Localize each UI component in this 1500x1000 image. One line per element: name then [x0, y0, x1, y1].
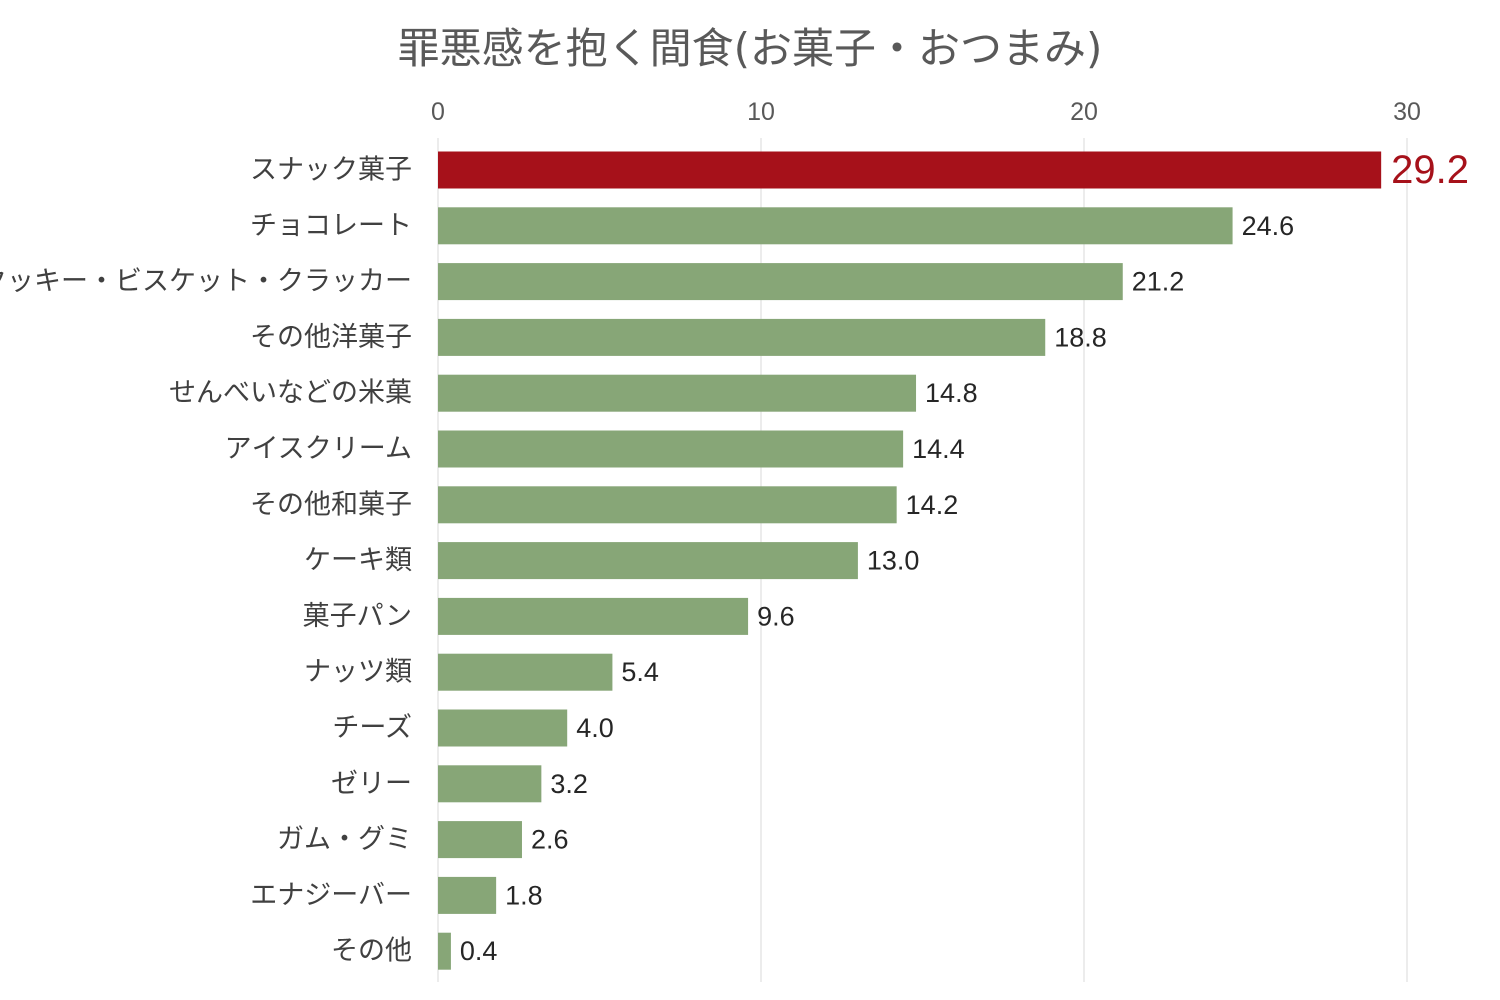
bar: [438, 374, 917, 412]
value-label: 18.8: [1054, 322, 1107, 352]
value-label: 0.4: [460, 936, 498, 966]
category-label: スナック菓子: [250, 155, 412, 186]
category-label: ガム・グミ: [277, 824, 412, 855]
bar: [438, 151, 1382, 189]
bar: [438, 765, 542, 803]
category-label: その他和菓子: [250, 489, 412, 520]
value-label: 5.4: [621, 657, 659, 687]
category-label: 菓子パン: [303, 601, 412, 632]
value-label: 3.2: [550, 769, 588, 799]
category-label: エナジーバー: [250, 880, 412, 911]
category-label: ケーキ類: [304, 545, 412, 576]
value-label: 9.6: [757, 601, 795, 631]
bar: [438, 318, 1046, 356]
value-label: 1.8: [505, 880, 543, 910]
value-labels: 29.2 24.6 21.2 18.8 14.8 14.4 14.2 13.0 9.6 5.44.…: [460, 148, 1469, 966]
category-label: その他洋菓子: [250, 322, 412, 353]
category-label: アイスクリーム: [225, 434, 412, 465]
bar: [438, 653, 613, 691]
category-label: チーズ: [332, 713, 412, 744]
value-label: 13.0: [867, 546, 920, 576]
value-label: 21.2: [1132, 267, 1185, 297]
bar: [438, 486, 897, 524]
x-tick-label: 10: [747, 98, 775, 126]
category-label: その他: [331, 936, 412, 967]
category-label: ナッツ類: [304, 657, 412, 688]
category-label: ゼリー: [331, 768, 412, 799]
category-label: チョコレート: [250, 210, 412, 241]
category-labels: スナック菓子チョコレートクッキー・ビスケット・クラッカーその他洋菓子せんべいなど…: [0, 155, 412, 967]
bar: [438, 207, 1233, 245]
value-label: 29.2: [1391, 148, 1469, 192]
x-tick-label: 30: [1393, 98, 1421, 126]
value-label: 14.4: [912, 434, 965, 464]
bars: [438, 151, 1382, 970]
value-label: 2.6: [531, 825, 569, 855]
value-label: 14.8: [925, 378, 978, 408]
value-label: 4.0: [576, 713, 614, 743]
bar: [438, 821, 522, 859]
value-label: 14.2: [906, 490, 959, 520]
bar: [438, 709, 568, 747]
x-tick-label: 0: [431, 98, 445, 126]
bar: [438, 542, 858, 580]
value-label: 24.6: [1242, 211, 1295, 241]
bar: [438, 932, 451, 970]
x-axis-ticks: 0 10 20 30: [431, 98, 1421, 126]
category-label: クッキー・ビスケット・クラッカー: [0, 266, 412, 297]
bar: [438, 597, 749, 635]
bar: [438, 876, 497, 914]
x-tick-label: 20: [1070, 98, 1098, 126]
bar: [438, 430, 904, 468]
category-label: せんべいなどの米菓: [169, 378, 412, 409]
chart-title: 罪悪感を抱く間食(お菓子・おつまみ): [398, 24, 1103, 73]
bar: [438, 263, 1123, 301]
